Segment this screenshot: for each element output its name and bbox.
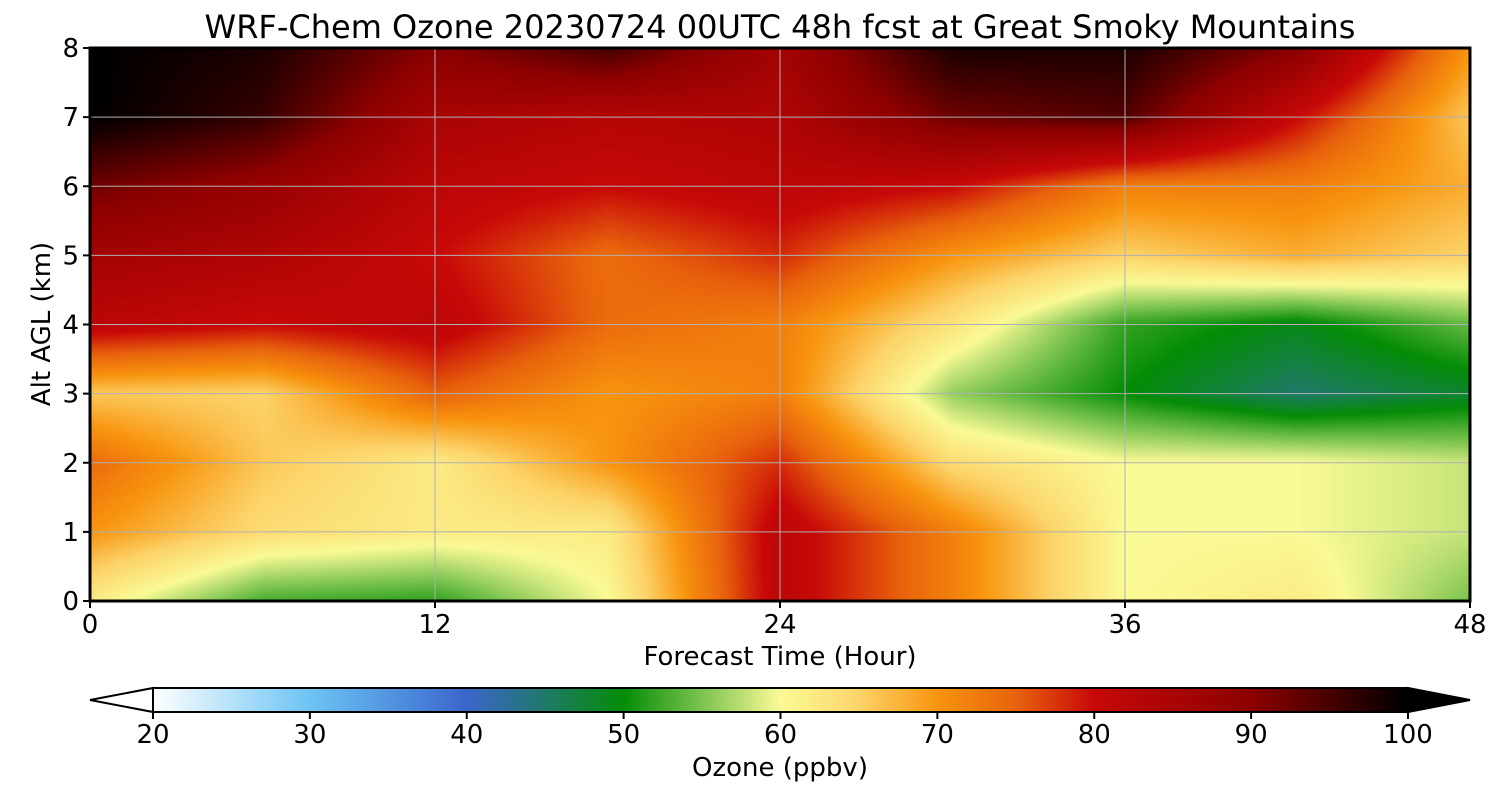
colorbar-label: Ozone (ppbv) — [692, 753, 868, 783]
x-tick-label: 48 — [1453, 610, 1486, 640]
plot-area — [88, 46, 1472, 603]
y-tick-label: 3 — [62, 380, 79, 410]
x-tick-label: 0 — [82, 610, 99, 640]
colorbar-tick-label: 60 — [764, 720, 797, 750]
colorbar-tick-label: 40 — [450, 720, 483, 750]
colorbar-ticks: 20 30 40 50 60 70 80 90 100 — [136, 712, 1433, 750]
colorbar-tick-label: 90 — [1235, 720, 1268, 750]
colorbar-tick-label: 50 — [607, 720, 640, 750]
colorbar: 20 30 40 50 60 70 80 90 100 Ozone (ppbv) — [89, 686, 1471, 783]
y-tick-label: 7 — [62, 103, 79, 133]
colorbar-tick-label: 80 — [1078, 720, 1111, 750]
y-tick-label: 5 — [62, 241, 79, 271]
y-tick-label: 0 — [62, 587, 79, 617]
y-axis-label: Alt AGL (km) — [27, 242, 57, 406]
colorbar-min-extension — [89, 686, 154, 714]
y-tick-label: 6 — [62, 172, 79, 202]
y-tick-label: 8 — [62, 34, 79, 64]
y-axis-ticks: 0 1 2 3 4 5 6 7 8 — [62, 34, 90, 617]
y-tick-label: 2 — [62, 449, 79, 479]
colorbar-tick-label: 100 — [1383, 720, 1433, 750]
colorbar-max-extension — [1407, 686, 1471, 714]
colorbar-tick-label: 20 — [136, 720, 169, 750]
x-tick-label: 24 — [763, 610, 796, 640]
x-tick-label: 12 — [418, 610, 451, 640]
y-tick-label: 1 — [62, 518, 79, 548]
colorbar-bar — [152, 687, 1409, 713]
y-tick-label: 4 — [62, 311, 79, 341]
x-axis-label: Forecast Time (Hour) — [643, 642, 916, 672]
x-axis-ticks: 0 12 24 36 48 — [82, 601, 1487, 640]
chart-title: WRF-Chem Ozone 20230724 00UTC 48h fcst a… — [205, 8, 1356, 46]
colorbar-tick-label: 70 — [921, 720, 954, 750]
x-tick-label: 36 — [1108, 610, 1141, 640]
colorbar-tick-label: 30 — [293, 720, 326, 750]
